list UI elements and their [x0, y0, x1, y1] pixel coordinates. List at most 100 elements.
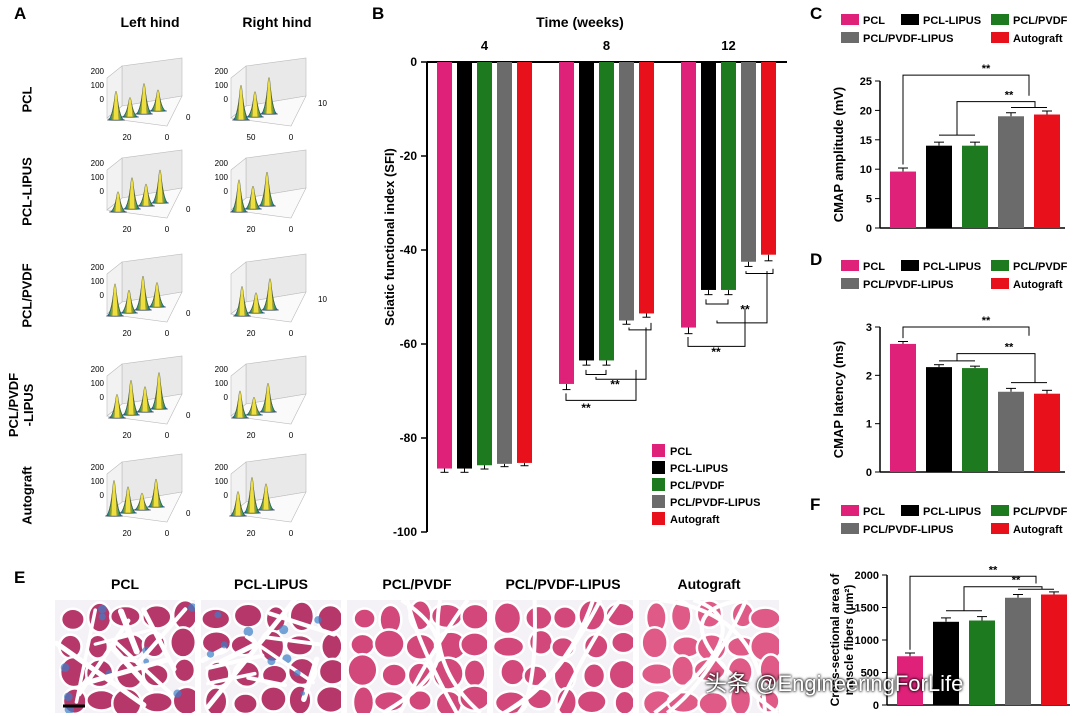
collagen-stain	[143, 658, 150, 665]
plot-x-tick: 0	[289, 431, 294, 440]
plot-x-tick: 0	[165, 329, 170, 338]
y-tick-label: 3	[866, 322, 872, 334]
legend-label: PCL/PVDF	[1013, 15, 1068, 27]
sig-bracket-1-label: **	[982, 63, 991, 75]
collagen-stain	[267, 657, 276, 666]
plot-z-tick: 0	[224, 491, 229, 500]
histology-title: PCL/PVDF-LIPUS	[505, 576, 621, 592]
gait-peak-layer	[262, 483, 270, 511]
muscle-fiber	[493, 601, 523, 636]
plot-z-tick: 100	[215, 81, 229, 90]
muscle-fiber	[551, 605, 578, 631]
fascicle-gap	[659, 600, 767, 713]
bar	[619, 62, 634, 321]
y-tick-label: 5	[866, 194, 872, 206]
y-tick-label: 1000	[855, 635, 879, 647]
fascicle-gap	[93, 627, 158, 646]
collagen-stain	[188, 603, 195, 612]
legend-swatch	[841, 523, 859, 534]
category-label: 8	[603, 38, 610, 53]
plot-z-tick: 100	[91, 173, 105, 182]
panel-f-letter: F	[810, 495, 821, 514]
legend-label: PCL/PVDF	[670, 480, 725, 492]
bar	[437, 62, 452, 469]
bar	[962, 368, 988, 472]
fascicle-gap	[205, 600, 297, 710]
plot-z-tick: 100	[215, 477, 229, 486]
fascicle-gap	[135, 607, 188, 666]
panel-e-letter: E	[14, 568, 26, 587]
fascicle-gap	[665, 600, 748, 713]
plot-z-tick: 200	[91, 365, 105, 374]
fascicle-gap	[205, 653, 265, 671]
plot-z-tick: 200	[215, 463, 229, 472]
collagen-stain	[300, 691, 306, 696]
gait-peak-layer	[248, 477, 256, 514]
gait-peak-layer	[250, 397, 258, 416]
gait-peak-layer	[110, 480, 118, 517]
histology-title: PCL/PVDF	[382, 576, 452, 592]
histology-image	[55, 600, 195, 713]
legend-label: PCL-LIPUS	[923, 15, 981, 27]
fascicle-gap	[381, 600, 441, 713]
sig-bracket-8w-b-label: **	[610, 378, 620, 392]
muscle-fiber	[575, 689, 608, 713]
bar	[497, 62, 512, 464]
bar	[998, 391, 1024, 472]
collagen-stain	[220, 641, 228, 649]
bar	[721, 62, 736, 290]
gait-peak-layer	[140, 83, 148, 115]
muscle-fiber	[372, 628, 406, 660]
bar	[599, 62, 614, 361]
sig-bracket-2-label: **	[1012, 575, 1021, 587]
collagen-stain	[214, 611, 222, 619]
panel-a-letter: A	[14, 4, 27, 23]
gait-peak-layer	[235, 179, 243, 213]
cross-sectional-area-chart: PCL PCL-LIPUS PCL/PVDF PCL/PVDF-LIPUS Autogr…	[828, 505, 1070, 712]
muscle-fiber	[493, 635, 526, 659]
sig-bracket-2	[956, 353, 1036, 383]
fascicle-gap	[301, 656, 320, 702]
bar	[933, 621, 959, 705]
fascicle-gap	[82, 657, 171, 686]
muscle-fiber	[607, 658, 633, 691]
plot-x-tick: 20	[247, 225, 256, 234]
sig-bracket-12w-a-label: **	[711, 345, 721, 359]
gait-peak-layer	[155, 372, 163, 410]
panel-b-top-title: Time (weeks)	[536, 14, 624, 30]
bar	[681, 62, 696, 328]
plot-x-tick: 20	[123, 529, 132, 538]
legend-label: PCL/PVDF-LIPUS	[670, 497, 760, 509]
fascicle-gap	[405, 600, 459, 713]
plot-z-tick: 0	[224, 95, 229, 104]
legend-swatch	[841, 505, 859, 516]
plot-z-tick: 200	[91, 67, 105, 76]
gait-peak-layer	[139, 275, 147, 311]
panel-b-letter: B	[372, 4, 385, 23]
plot-x-tick: 50	[247, 133, 256, 142]
y-tick-label: 15	[860, 135, 872, 147]
plot-x-tick: 20	[123, 431, 132, 440]
bar	[639, 62, 654, 314]
gait-peak-layer	[266, 278, 274, 311]
legend-label: Autograft	[1013, 279, 1063, 291]
muscle-fiber	[349, 632, 376, 657]
plot-z-tick: 200	[91, 159, 105, 168]
plot-y-tick: 10	[318, 295, 327, 304]
watermark: 头条 @EngineeringForLife	[705, 671, 964, 696]
legend-swatch	[652, 461, 665, 474]
panel-a-row-label: Autograft	[20, 451, 35, 541]
panel-a-row-label: PCL-LIPUS	[20, 147, 35, 237]
y-axis-label: CMAP latency (ms)	[831, 341, 846, 459]
muscle-fiber	[462, 658, 487, 689]
legend-label: PCL-LIPUS	[923, 506, 981, 518]
legend-label: Autograft	[670, 514, 720, 526]
gait-peak-layer	[126, 97, 134, 118]
panel-a-row-label-line: PCL-LIPUS	[19, 157, 35, 226]
gait-peak-layer	[112, 91, 120, 121]
plot-x-tick: 0	[289, 529, 294, 538]
legend-swatch	[991, 523, 1009, 534]
